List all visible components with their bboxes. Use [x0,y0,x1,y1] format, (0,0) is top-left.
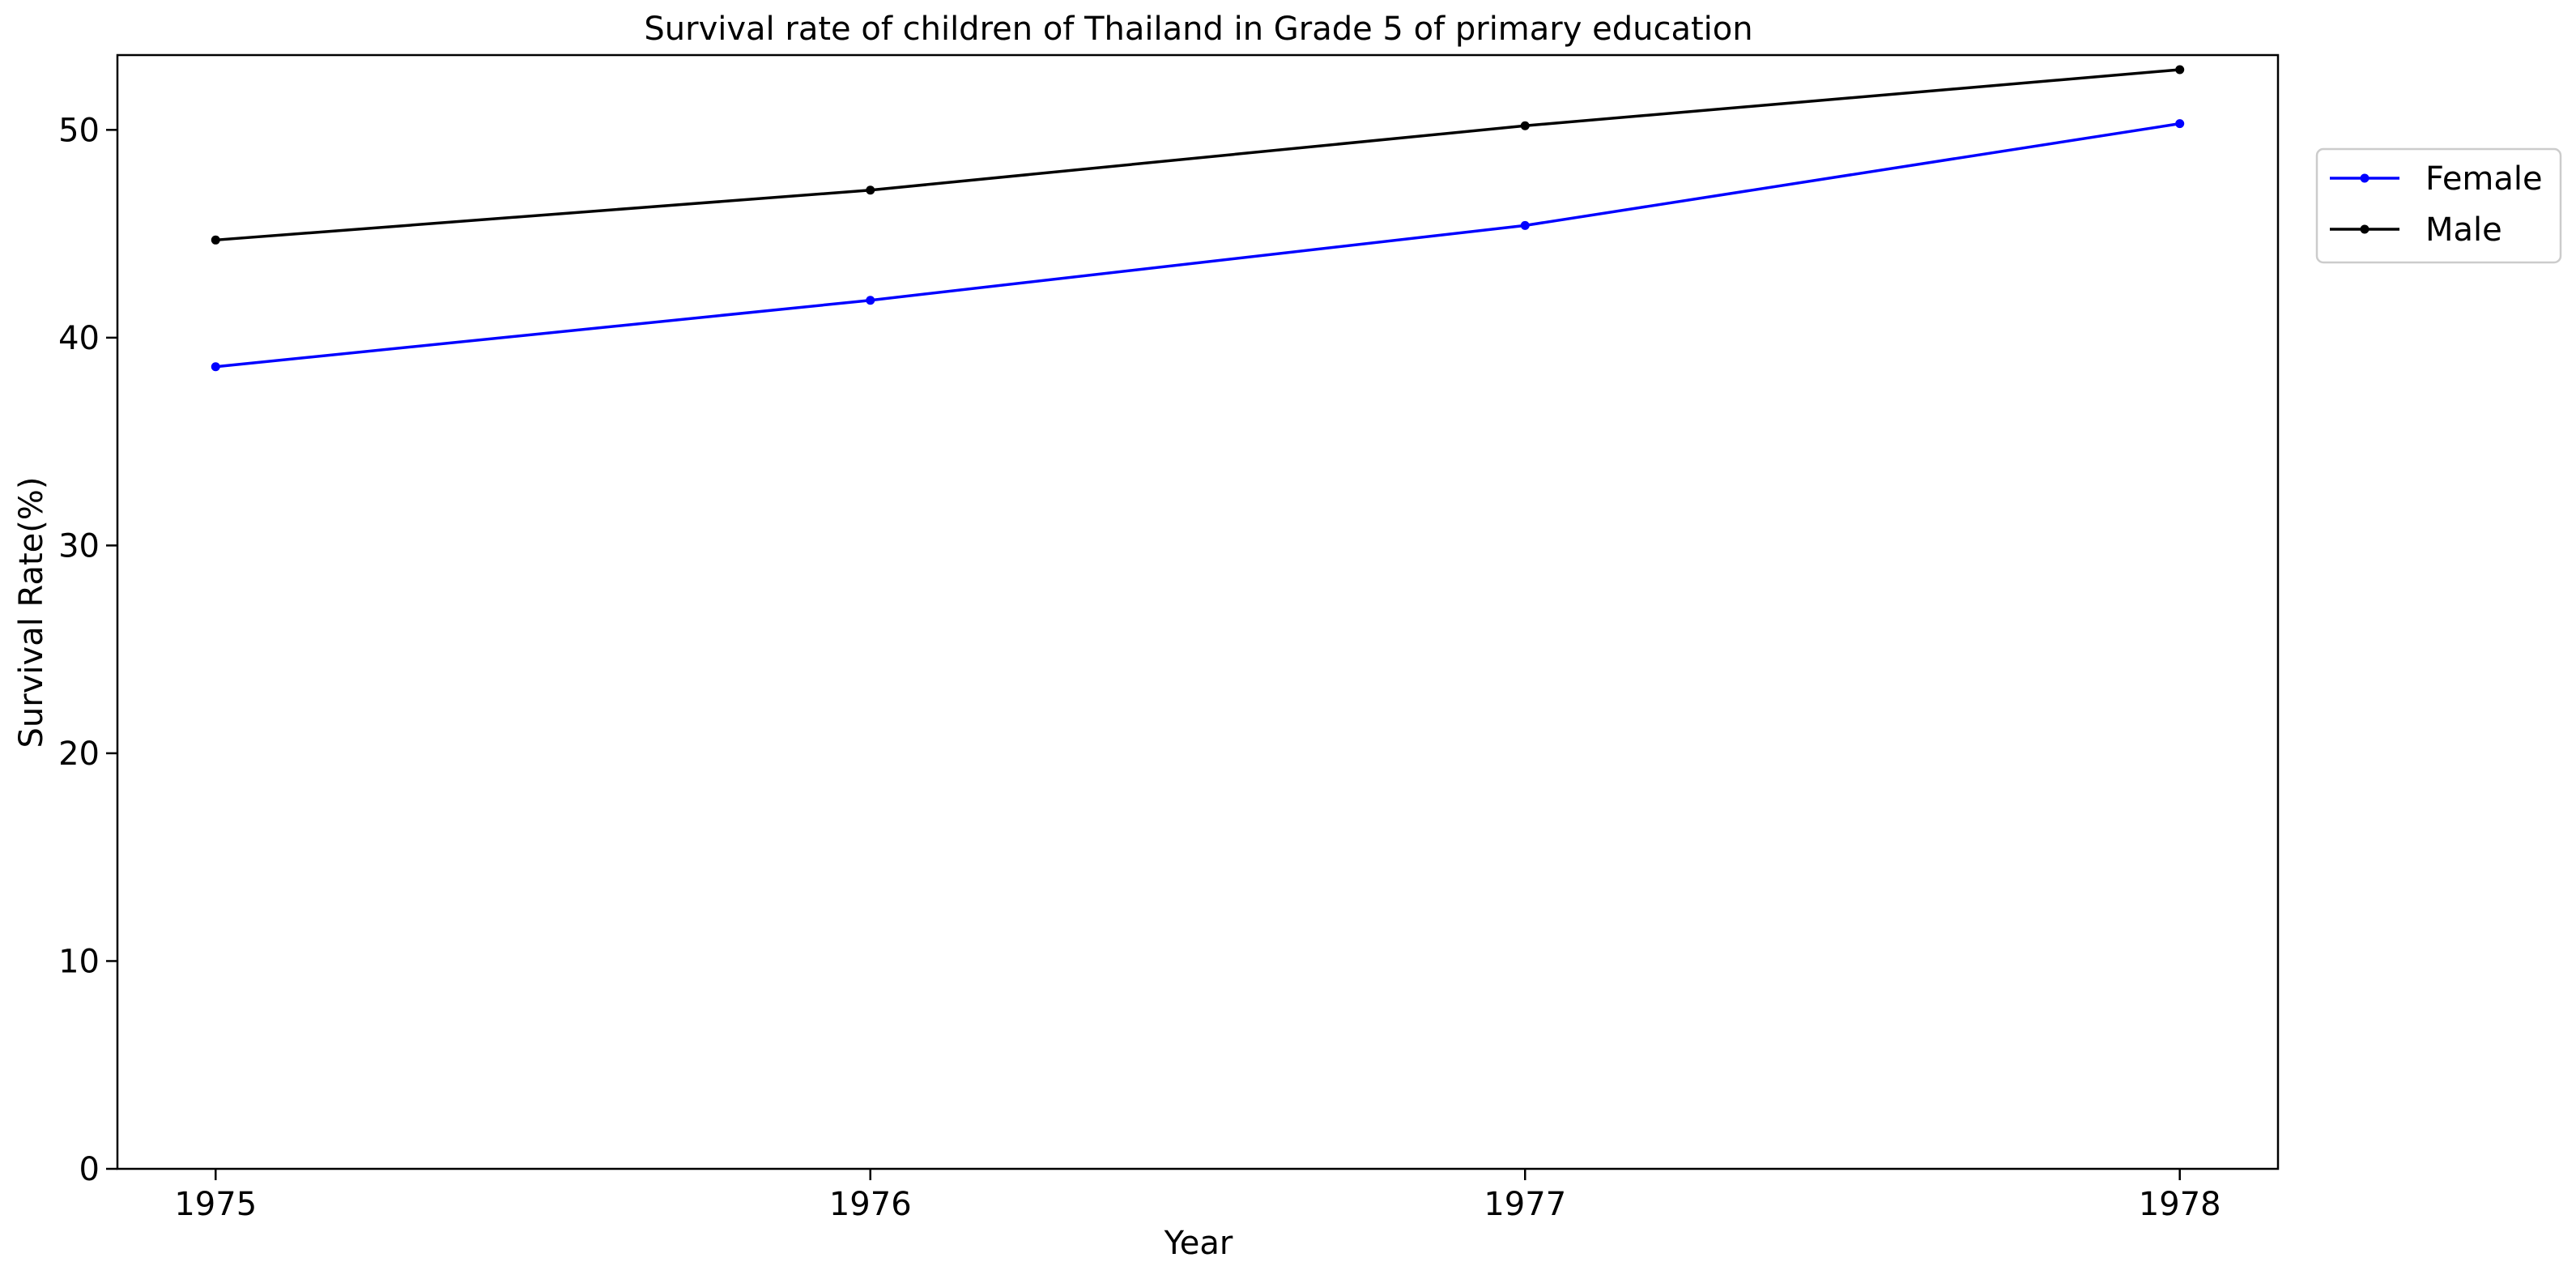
y-tick-label: 10 [58,943,100,980]
y-tick-label: 0 [79,1151,100,1188]
series-line-female [215,122,2180,369]
data-point-female [211,362,220,372]
y-tick-label: 30 [58,527,100,565]
x-axis-label: Year [1164,1225,1233,1262]
legend-label: Male [2425,211,2502,249]
x-axis: 1975 1976 1977 1978 [174,1169,2221,1223]
legend-item-male: Male [2330,211,2502,249]
data-point-male [866,185,875,195]
plot-area [116,53,2280,1170]
legend-item-female: Female [2330,160,2543,198]
y-tick-label: 50 [58,112,100,149]
data-point-female [2175,119,2185,129]
data-point-male [2175,65,2185,75]
legend-swatch-marker [2360,224,2369,234]
series-male [211,65,2185,245]
chart-title: Survival rate of children of Thailand in… [644,11,1752,48]
y-tick-label: 40 [58,320,100,357]
y-axis-label: Survival Rate(%) [13,477,50,748]
y-axis: 0 10 20 30 40 50 [58,112,117,1188]
legend-label: Female [2425,160,2543,198]
data-point-male [211,235,220,245]
x-tick-label: 1975 [174,1186,257,1223]
x-tick-label: 1977 [1484,1186,1566,1223]
legend-items: Female Male [2330,160,2543,249]
data-point-female [866,296,875,305]
x-tick-label: 1978 [2139,1186,2221,1223]
series-layer [211,65,2185,372]
plot-frame [116,53,2280,1170]
legend: Female Male [2315,147,2562,264]
data-point-male [1520,121,1530,130]
y-tick-label: 20 [58,735,100,773]
series-female [211,119,2185,372]
legend-swatch-marker [2360,173,2369,183]
data-point-female [1520,220,1530,230]
x-tick-label: 1976 [829,1186,912,1223]
series-line-male [215,68,2180,242]
